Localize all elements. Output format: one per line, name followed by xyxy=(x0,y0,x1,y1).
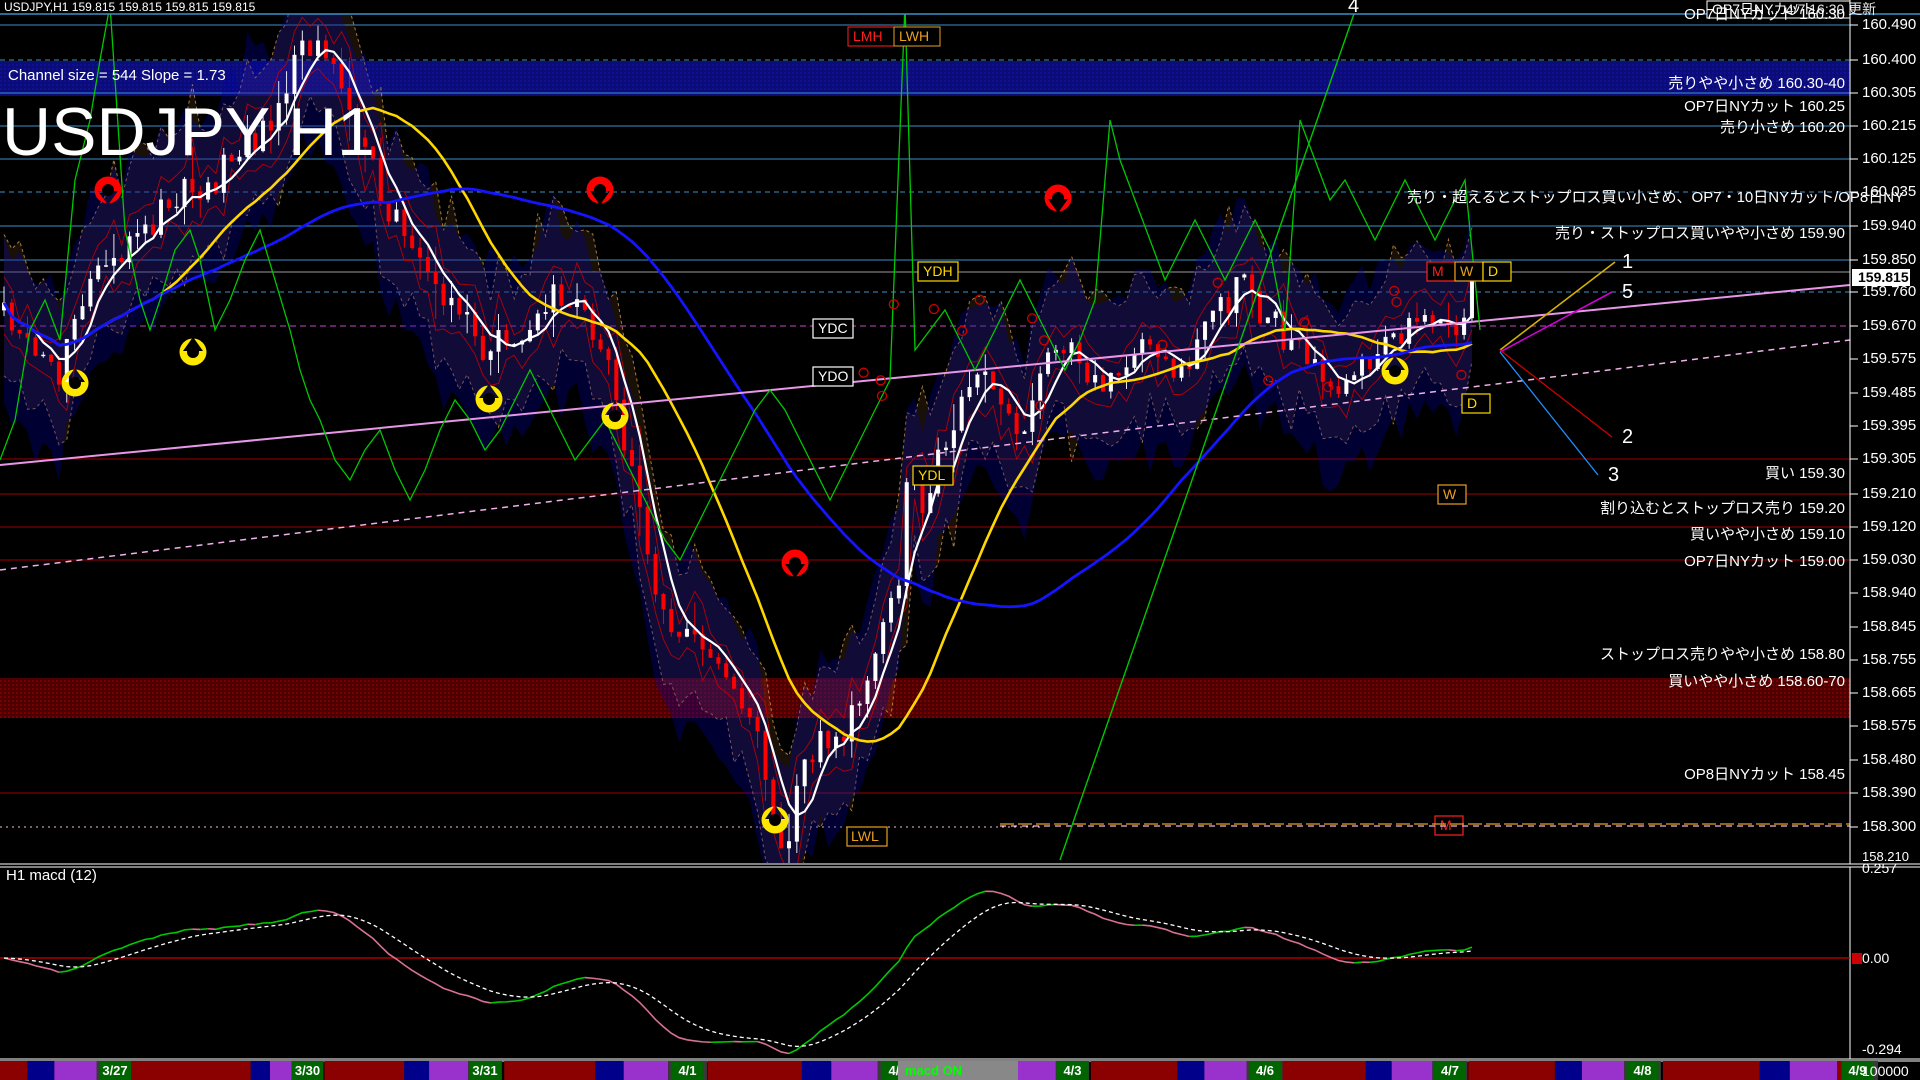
svg-text:158.755: 158.755 xyxy=(1862,651,1916,668)
svg-text:158.575: 158.575 xyxy=(1862,717,1916,734)
svg-text:3/31: 3/31 xyxy=(472,1063,497,1078)
svg-text:160.490: 160.490 xyxy=(1862,16,1916,33)
svg-text:160.035: 160.035 xyxy=(1862,183,1916,200)
svg-text:3: 3 xyxy=(1608,464,1619,486)
svg-text:158.845: 158.845 xyxy=(1862,618,1916,635)
svg-text:W: W xyxy=(1460,263,1474,279)
svg-text:4/6: 4/6 xyxy=(1256,1063,1274,1078)
svg-text:159.485: 159.485 xyxy=(1862,384,1916,401)
svg-text:158.480: 158.480 xyxy=(1862,751,1916,768)
svg-text:買いやや小さめ 158.60-70: 買いやや小さめ 158.60-70 xyxy=(1668,673,1845,690)
svg-text:売り小さめ 160.20: 売り小さめ 160.20 xyxy=(1720,119,1845,136)
svg-text:0.00: 0.00 xyxy=(1862,950,1889,966)
svg-text:159.395: 159.395 xyxy=(1862,417,1916,434)
svg-text:4: 4 xyxy=(1348,0,1359,17)
svg-text:4/8: 4/8 xyxy=(1633,1063,1651,1078)
svg-text:4/3: 4/3 xyxy=(1063,1063,1081,1078)
svg-text:160.305: 160.305 xyxy=(1862,84,1916,101)
svg-text:4/7: 4/7 xyxy=(1441,1063,1459,1078)
svg-text:-0.294: -0.294 xyxy=(1862,1041,1902,1057)
svg-text:D: D xyxy=(1467,395,1477,411)
svg-text:159.030: 159.030 xyxy=(1862,551,1916,568)
svg-text:159.670: 159.670 xyxy=(1862,317,1916,334)
svg-text:160.215: 160.215 xyxy=(1862,117,1916,134)
svg-text:159.815: 159.815 xyxy=(1858,269,1909,285)
svg-text:H1 macd (12): H1 macd (12) xyxy=(6,867,97,884)
svg-text:YDO: YDO xyxy=(818,368,848,384)
svg-text:USDJPY,H1 159.815 159.815 159: USDJPY,H1 159.815 159.815 159.815 159.81… xyxy=(4,0,256,14)
svg-text:158.300: 158.300 xyxy=(1862,818,1916,835)
svg-text:M: M xyxy=(1432,263,1444,279)
svg-text:ストップロス売りやや小さめ 158.80: ストップロス売りやや小さめ 158.80 xyxy=(1600,646,1845,663)
svg-text:Channel size = 544 Slope = 1.7: Channel size = 544 Slope = 1.73 xyxy=(8,67,226,84)
svg-text:OP7日NYカット 160.25: OP7日NYカット 160.25 xyxy=(1684,98,1845,115)
svg-text:2: 2 xyxy=(1622,426,1633,448)
svg-text:160.400: 160.400 xyxy=(1862,51,1916,68)
svg-text:売り・超えるとストップロス買い小さめ、OP7・10日NYカッ: 売り・超えるとストップロス買い小さめ、OP7・10日NYカット/OP8日NY xyxy=(1407,189,1904,206)
svg-text:160.125: 160.125 xyxy=(1862,150,1916,167)
svg-text:OP7日NYカット 160.30: OP7日NYカット 160.30 xyxy=(1684,6,1845,23)
svg-text:3/30: 3/30 xyxy=(295,1063,320,1078)
svg-text:159.940: 159.940 xyxy=(1862,217,1916,234)
svg-text:LWH: LWH xyxy=(899,28,929,44)
svg-text:YDC: YDC xyxy=(818,320,848,336)
svg-text:M: M xyxy=(1440,817,1452,833)
svg-text:1: 1 xyxy=(1622,251,1633,273)
svg-text:4/1: 4/1 xyxy=(678,1063,696,1078)
svg-text:OP7日NYカット 159.00: OP7日NYカット 159.00 xyxy=(1684,553,1845,570)
svg-text:0.257: 0.257 xyxy=(1862,860,1897,876)
svg-text:YDL: YDL xyxy=(918,467,945,483)
svg-text:YDH: YDH xyxy=(923,263,953,279)
svg-text:159.210: 159.210 xyxy=(1862,485,1916,502)
svg-text:macd ON: macd ON xyxy=(905,1063,962,1078)
svg-text:買いやや小さめ 159.10: 買いやや小さめ 159.10 xyxy=(1690,526,1845,543)
svg-text:158.665: 158.665 xyxy=(1862,684,1916,701)
svg-text:D: D xyxy=(1488,263,1498,279)
svg-text:LWL: LWL xyxy=(851,828,879,844)
svg-text:売りやや小さめ 160.30-40: 売りやや小さめ 160.30-40 xyxy=(1668,75,1845,92)
svg-text:買い 159.30: 買い 159.30 xyxy=(1765,465,1845,482)
svg-text:100000: 100000 xyxy=(1862,1063,1909,1079)
svg-text:割り込むとストップロス売り 159.20: 割り込むとストップロス売り 159.20 xyxy=(1600,500,1845,517)
svg-text:158.390: 158.390 xyxy=(1862,784,1916,801)
svg-text:USDJPY H1: USDJPY H1 xyxy=(2,94,375,170)
svg-text:W: W xyxy=(1443,486,1457,502)
svg-text:159.850: 159.850 xyxy=(1862,251,1916,268)
svg-text:5: 5 xyxy=(1622,281,1633,303)
svg-text:159.305: 159.305 xyxy=(1862,450,1916,467)
svg-text:159.120: 159.120 xyxy=(1862,518,1916,535)
svg-text:3/27: 3/27 xyxy=(102,1063,127,1078)
svg-text:159.575: 159.575 xyxy=(1862,350,1916,367)
svg-text:OP8日NYカット 158.45: OP8日NYカット 158.45 xyxy=(1684,766,1845,783)
svg-text:売り・ストップロス買いやや小さめ 159.90: 売り・ストップロス買いやや小さめ 159.90 xyxy=(1555,225,1845,242)
svg-text:LMH: LMH xyxy=(853,28,883,44)
svg-text:158.940: 158.940 xyxy=(1862,584,1916,601)
